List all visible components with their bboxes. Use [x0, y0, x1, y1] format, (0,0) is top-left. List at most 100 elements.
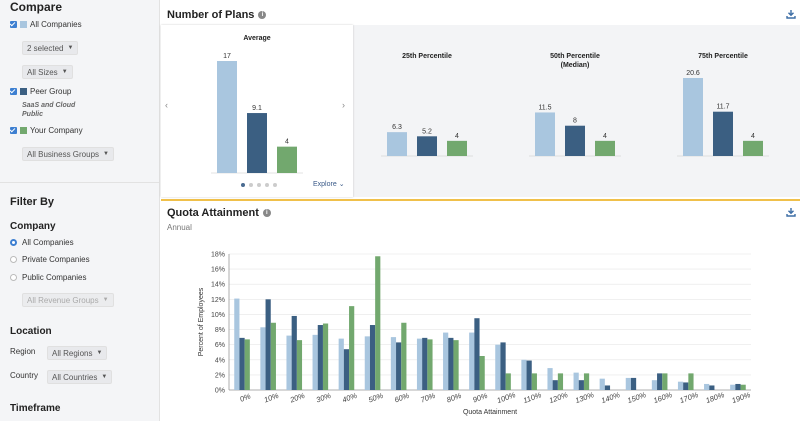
carousel-dot[interactable]: [257, 183, 261, 187]
plan-bar[interactable]: [217, 61, 237, 173]
quota-bar[interactable]: [343, 349, 350, 390]
quota-bar[interactable]: [322, 323, 329, 390]
carousel-next-icon[interactable]: ›: [342, 100, 345, 110]
quota-bar[interactable]: [531, 373, 537, 390]
quota-bar[interactable]: [730, 384, 736, 390]
country-dropdown[interactable]: All Countries ▼: [47, 370, 113, 384]
checkbox-checked-icon[interactable]: [10, 21, 17, 28]
quota-bar[interactable]: [479, 356, 485, 390]
quota-bar[interactable]: [521, 359, 527, 390]
plan-bar[interactable]: [713, 111, 733, 156]
quota-bar[interactable]: [317, 325, 323, 390]
quota-bar[interactable]: [291, 315, 297, 390]
download-icon[interactable]: [786, 207, 796, 217]
quota-bar[interactable]: [688, 373, 694, 390]
compare-your-company[interactable]: Your Company: [10, 126, 83, 135]
quota-bar[interactable]: [312, 334, 318, 390]
quota-bar[interactable]: [583, 373, 590, 390]
radio-public-companies[interactable]: Public Companies: [10, 273, 86, 282]
country-label: Country: [10, 371, 39, 380]
quota-bar[interactable]: [651, 380, 658, 390]
quota-bar[interactable]: [390, 337, 397, 390]
quota-bar[interactable]: [270, 322, 276, 390]
quota-bar[interactable]: [709, 385, 715, 390]
quota-bar[interactable]: [260, 327, 266, 390]
business-groups-dropdown[interactable]: All Business Groups ▼: [22, 147, 114, 161]
plan-bar[interactable]: [565, 125, 585, 156]
quota-bar[interactable]: [735, 383, 741, 390]
revenue-groups-dropdown[interactable]: All Revenue Groups ▼: [22, 293, 114, 307]
quota-bar[interactable]: [364, 336, 370, 390]
quota-bar[interactable]: [552, 380, 558, 390]
explore-link[interactable]: Explore ⌄: [313, 180, 345, 188]
quota-bar[interactable]: [396, 342, 402, 390]
compare-peer-group[interactable]: Peer Group: [10, 87, 71, 96]
quota-bar[interactable]: [448, 337, 454, 390]
quota-bar[interactable]: [375, 256, 381, 390]
quota-bar[interactable]: [265, 299, 271, 390]
quota-bar[interactable]: [416, 338, 423, 390]
checkbox-checked-icon[interactable]: [10, 88, 17, 95]
quota-bar[interactable]: [526, 360, 532, 390]
quota-bar[interactable]: [234, 298, 240, 390]
quota-bar[interactable]: [443, 332, 449, 390]
quota-bar[interactable]: [474, 318, 480, 390]
quota-bar[interactable]: [500, 342, 506, 390]
quota-bar[interactable]: [338, 338, 344, 390]
plan-bar[interactable]: [595, 140, 615, 156]
quota-bar[interactable]: [239, 337, 245, 390]
quota-bar[interactable]: [604, 385, 611, 390]
quota-bar[interactable]: [296, 340, 303, 390]
radio-all-companies[interactable]: All Companies: [10, 238, 74, 247]
quota-bar[interactable]: [578, 380, 584, 390]
quota-bar[interactable]: [401, 322, 407, 390]
carousel-dot[interactable]: [273, 183, 277, 187]
plan-bar[interactable]: [743, 140, 763, 156]
quota-bar[interactable]: [630, 377, 637, 390]
carousel-dot-active[interactable]: [241, 183, 245, 187]
quota-bar[interactable]: [453, 340, 459, 390]
quota-bar[interactable]: [505, 373, 511, 390]
quota-bar[interactable]: [662, 373, 668, 390]
info-icon[interactable]: i: [258, 11, 267, 19]
selected-dropdown[interactable]: 2 selected ▼: [22, 41, 79, 55]
download-icon[interactable]: [786, 9, 796, 19]
checkbox-checked-icon[interactable]: [10, 127, 17, 134]
carousel-prev-icon[interactable]: ‹: [165, 100, 168, 110]
quota-bar[interactable]: [547, 368, 553, 390]
quota-bar[interactable]: [625, 377, 631, 390]
plan-bar[interactable]: [387, 132, 407, 156]
quota-bar[interactable]: [469, 332, 475, 390]
plan-bar[interactable]: [247, 113, 267, 173]
quota-bar[interactable]: [557, 373, 564, 390]
quota-bar[interactable]: [349, 306, 355, 390]
radio-empty-icon[interactable]: [10, 274, 17, 281]
quota-bar[interactable]: [704, 383, 710, 390]
radio-selected-icon[interactable]: [10, 239, 17, 246]
quota-bar[interactable]: [495, 344, 501, 390]
quota-bar[interactable]: [427, 339, 433, 390]
quota-bar[interactable]: [599, 378, 605, 390]
info-icon[interactable]: i: [262, 209, 271, 217]
quota-bar[interactable]: [422, 337, 428, 390]
plan-bar[interactable]: [447, 140, 467, 156]
plan-bar[interactable]: [417, 136, 437, 156]
quota-bar[interactable]: [740, 384, 746, 390]
carousel-dot[interactable]: [265, 183, 269, 187]
quota-bar[interactable]: [286, 335, 292, 390]
quota-bar[interactable]: [573, 372, 579, 390]
carousel-dot[interactable]: [249, 183, 253, 187]
sizes-dropdown[interactable]: All Sizes ▼: [22, 65, 73, 79]
plan-bar[interactable]: [683, 78, 703, 156]
quota-bar[interactable]: [677, 381, 684, 390]
quota-bar[interactable]: [244, 339, 250, 390]
compare-all-companies[interactable]: All Companies: [10, 20, 82, 29]
quota-bar[interactable]: [657, 373, 663, 390]
radio-private-companies[interactable]: Private Companies: [10, 255, 90, 264]
quota-bar[interactable]: [683, 382, 689, 390]
radio-empty-icon[interactable]: [10, 256, 17, 263]
region-dropdown[interactable]: All Regions ▼: [47, 346, 108, 360]
plan-bar[interactable]: [535, 112, 555, 156]
quota-bar[interactable]: [369, 325, 376, 390]
plan-bar[interactable]: [277, 146, 297, 173]
